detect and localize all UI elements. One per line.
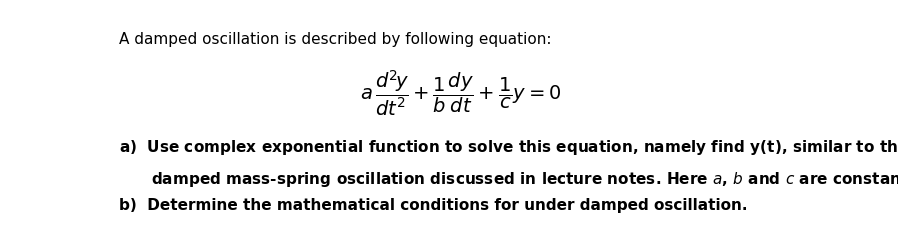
Text: damped mass-spring oscillation discussed in lecture notes. Here $\mathit{a}$, $\: damped mass-spring oscillation discussed… — [151, 169, 898, 188]
Text: A damped oscillation is described by following equation:: A damped oscillation is described by fol… — [119, 32, 551, 47]
Text: b)  Determine the mathematical conditions for under damped oscillation.: b) Determine the mathematical conditions… — [119, 197, 748, 212]
Text: $a\,\dfrac{d^2\!y}{dt^2}+\dfrac{1}{b}\dfrac{dy}{dt}+\dfrac{1}{c}y=0$: $a\,\dfrac{d^2\!y}{dt^2}+\dfrac{1}{b}\df… — [359, 69, 561, 118]
Text: a)  Use complex exponential function to solve this equation, namely find $\mathb: a) Use complex exponential function to s… — [119, 138, 898, 157]
